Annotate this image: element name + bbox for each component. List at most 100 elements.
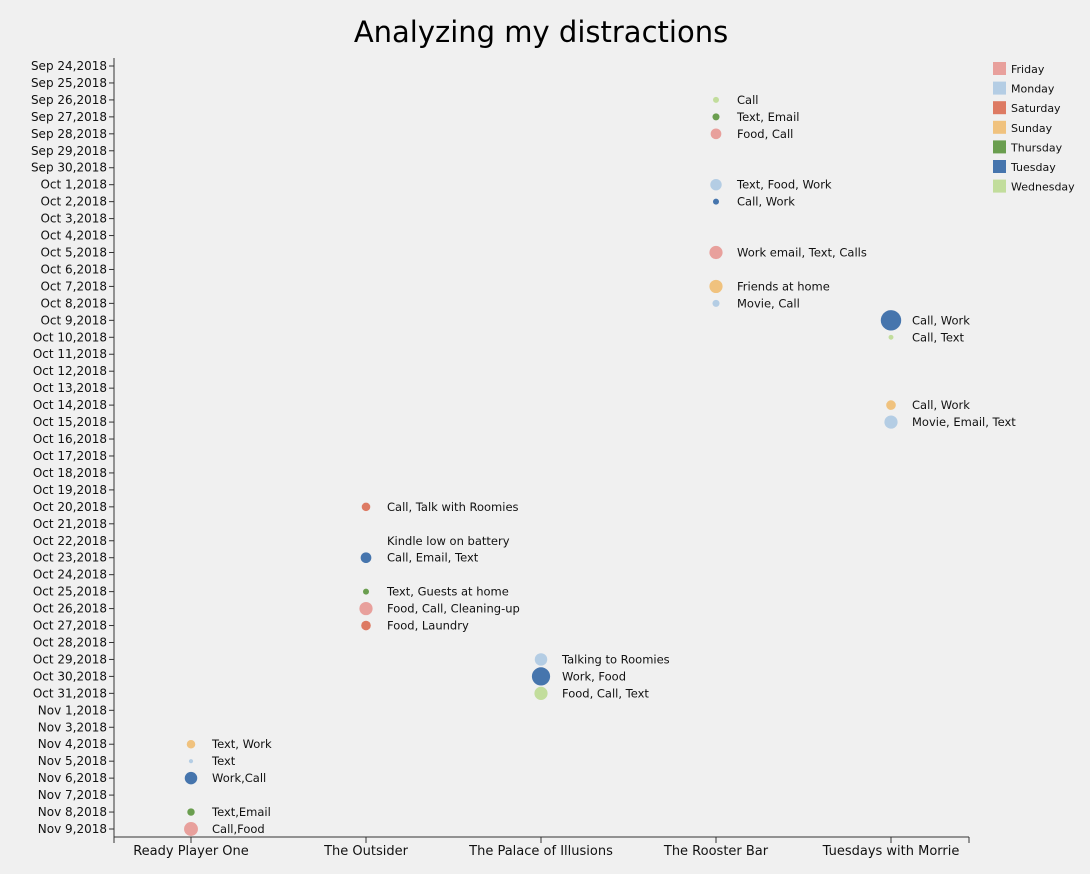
y-tick-label: Oct 24,2018 [33, 568, 107, 582]
y-tick-label: Sep 26,2018 [31, 93, 107, 107]
legend-label: Friday [1011, 63, 1045, 76]
data-point-label: Text, Food, Work [736, 178, 832, 192]
data-point[interactable] [713, 96, 719, 103]
y-tick-label: Nov 8,2018 [38, 805, 107, 819]
data-point[interactable] [884, 415, 898, 429]
data-point-label: Food, Call, Cleaning-up [387, 602, 520, 616]
data-point-label: Text, Guests at home [386, 585, 509, 599]
legend-label: Saturday [1011, 102, 1061, 115]
data-point-label: Text, Email [736, 110, 799, 124]
data-point-label: Call, Talk with Roomies [387, 500, 519, 514]
data-point[interactable] [709, 279, 723, 294]
y-tick-label: Oct 1,2018 [40, 178, 107, 192]
y-tick-label: Sep 29,2018 [31, 144, 107, 158]
legend-label: Wednesday [1011, 181, 1075, 194]
data-point[interactable] [713, 198, 719, 205]
data-point[interactable] [888, 334, 894, 340]
y-tick-label: Nov 7,2018 [38, 788, 107, 802]
data-point[interactable] [710, 178, 722, 191]
y-tick-label: Oct 12,2018 [33, 364, 107, 378]
y-tick-label: Oct 6,2018 [40, 262, 107, 276]
data-point-label: Call, Work [912, 398, 970, 412]
y-tick-label: Oct 10,2018 [33, 330, 107, 344]
y-tick-label: Sep 27,2018 [31, 110, 107, 124]
y-tick-label: Oct 18,2018 [33, 466, 107, 480]
data-point[interactable] [363, 588, 369, 595]
y-tick-label: Oct 23,2018 [33, 551, 107, 565]
y-tick-label: Oct 9,2018 [40, 313, 107, 327]
legend-swatch [993, 101, 1006, 115]
data-point[interactable] [709, 245, 723, 260]
y-tick-label: Oct 26,2018 [33, 602, 107, 616]
y-tick-label: Nov 3,2018 [38, 720, 107, 734]
legend: Friday Monday Saturday Sunday Thursday Tuesda… [993, 62, 1075, 194]
data-point[interactable] [710, 128, 722, 140]
x-tick-label: The Outsider [323, 844, 409, 859]
data-point[interactable] [361, 502, 371, 512]
y-tick-label: Oct 27,2018 [33, 619, 107, 633]
y-tick-label: Oct 11,2018 [33, 347, 107, 361]
y-tick-label: Oct 7,2018 [40, 279, 107, 293]
x-tick-label: Ready Player One [133, 844, 249, 859]
y-axis: Sep 24,2018 Sep 25,2018 Sep 26,2018 Sep 27,… [31, 58, 115, 837]
y-tick-label: Oct 2,2018 [40, 195, 107, 209]
data-point-label: Text [211, 754, 236, 768]
y-tick-label: Oct 29,2018 [33, 652, 107, 666]
data-point[interactable] [186, 739, 196, 749]
legend-label: Sunday [1011, 122, 1053, 135]
data-point-label: Movie, Call [737, 296, 800, 310]
legend-swatch [993, 160, 1006, 173]
legend-swatch [993, 81, 1006, 95]
data-point[interactable] [712, 299, 720, 307]
data-point-label: Work,Call [212, 771, 266, 785]
y-tick-label: Nov 5,2018 [38, 754, 107, 768]
data-point-label: Call [737, 93, 758, 107]
data-point[interactable] [359, 601, 373, 616]
legend-swatch [993, 140, 1006, 154]
data-point[interactable] [712, 113, 720, 121]
legend-label: Monday [1011, 83, 1055, 96]
y-tick-label: Oct 3,2018 [40, 212, 107, 226]
data-point-label: Call, Text [912, 330, 965, 344]
y-tick-label: Oct 31,2018 [33, 686, 107, 700]
data-point-label: Food, Call [737, 127, 793, 141]
y-tick-label: Oct 21,2018 [33, 517, 107, 531]
data-point-label: Work, Food [562, 669, 626, 683]
x-tick-label: Tuesdays with Morrie [822, 844, 960, 859]
data-point-label: Call, Email, Text [387, 551, 479, 565]
y-tick-label: Oct 30,2018 [33, 669, 107, 683]
data-point[interactable] [188, 759, 194, 764]
data-point-label: Food, Laundry [387, 619, 469, 633]
data-point[interactable] [534, 686, 548, 700]
y-tick-label: Oct 22,2018 [33, 534, 107, 548]
data-point[interactable] [187, 808, 195, 816]
data-point[interactable] [361, 620, 371, 631]
legend-label: Tuesday [1010, 161, 1056, 174]
data-point[interactable] [531, 667, 551, 686]
y-tick-label: Oct 15,2018 [33, 415, 107, 429]
y-tick-label: Sep 25,2018 [31, 76, 107, 90]
y-tick-label: Sep 24,2018 [31, 59, 107, 73]
y-tick-label: Sep 30,2018 [31, 161, 107, 175]
legend-swatch [993, 120, 1006, 134]
data-point[interactable] [534, 653, 548, 666]
data-point-label: Text,Email [211, 805, 271, 819]
y-tick-label: Sep 28,2018 [31, 127, 107, 141]
x-tick-label: The Palace of Illusions [468, 844, 613, 859]
data-point[interactable] [886, 400, 896, 410]
y-tick-label: Oct 16,2018 [33, 432, 107, 446]
y-tick-label: Nov 4,2018 [38, 737, 107, 751]
data-point-label: Text, Work [211, 737, 272, 751]
y-tick-label: Nov 6,2018 [38, 771, 107, 785]
y-tick-label: Oct 28,2018 [33, 635, 107, 649]
data-point[interactable] [880, 310, 902, 331]
data-point[interactable] [360, 552, 372, 564]
y-tick-label: Oct 25,2018 [33, 585, 107, 599]
data-point[interactable] [184, 822, 198, 836]
data-point-label: Kindle low on battery [387, 534, 510, 548]
y-tick-label: Oct 17,2018 [33, 449, 107, 463]
data-point[interactable] [184, 771, 198, 785]
legend-label: Thursday [1010, 141, 1063, 154]
legend-swatch [993, 179, 1006, 193]
